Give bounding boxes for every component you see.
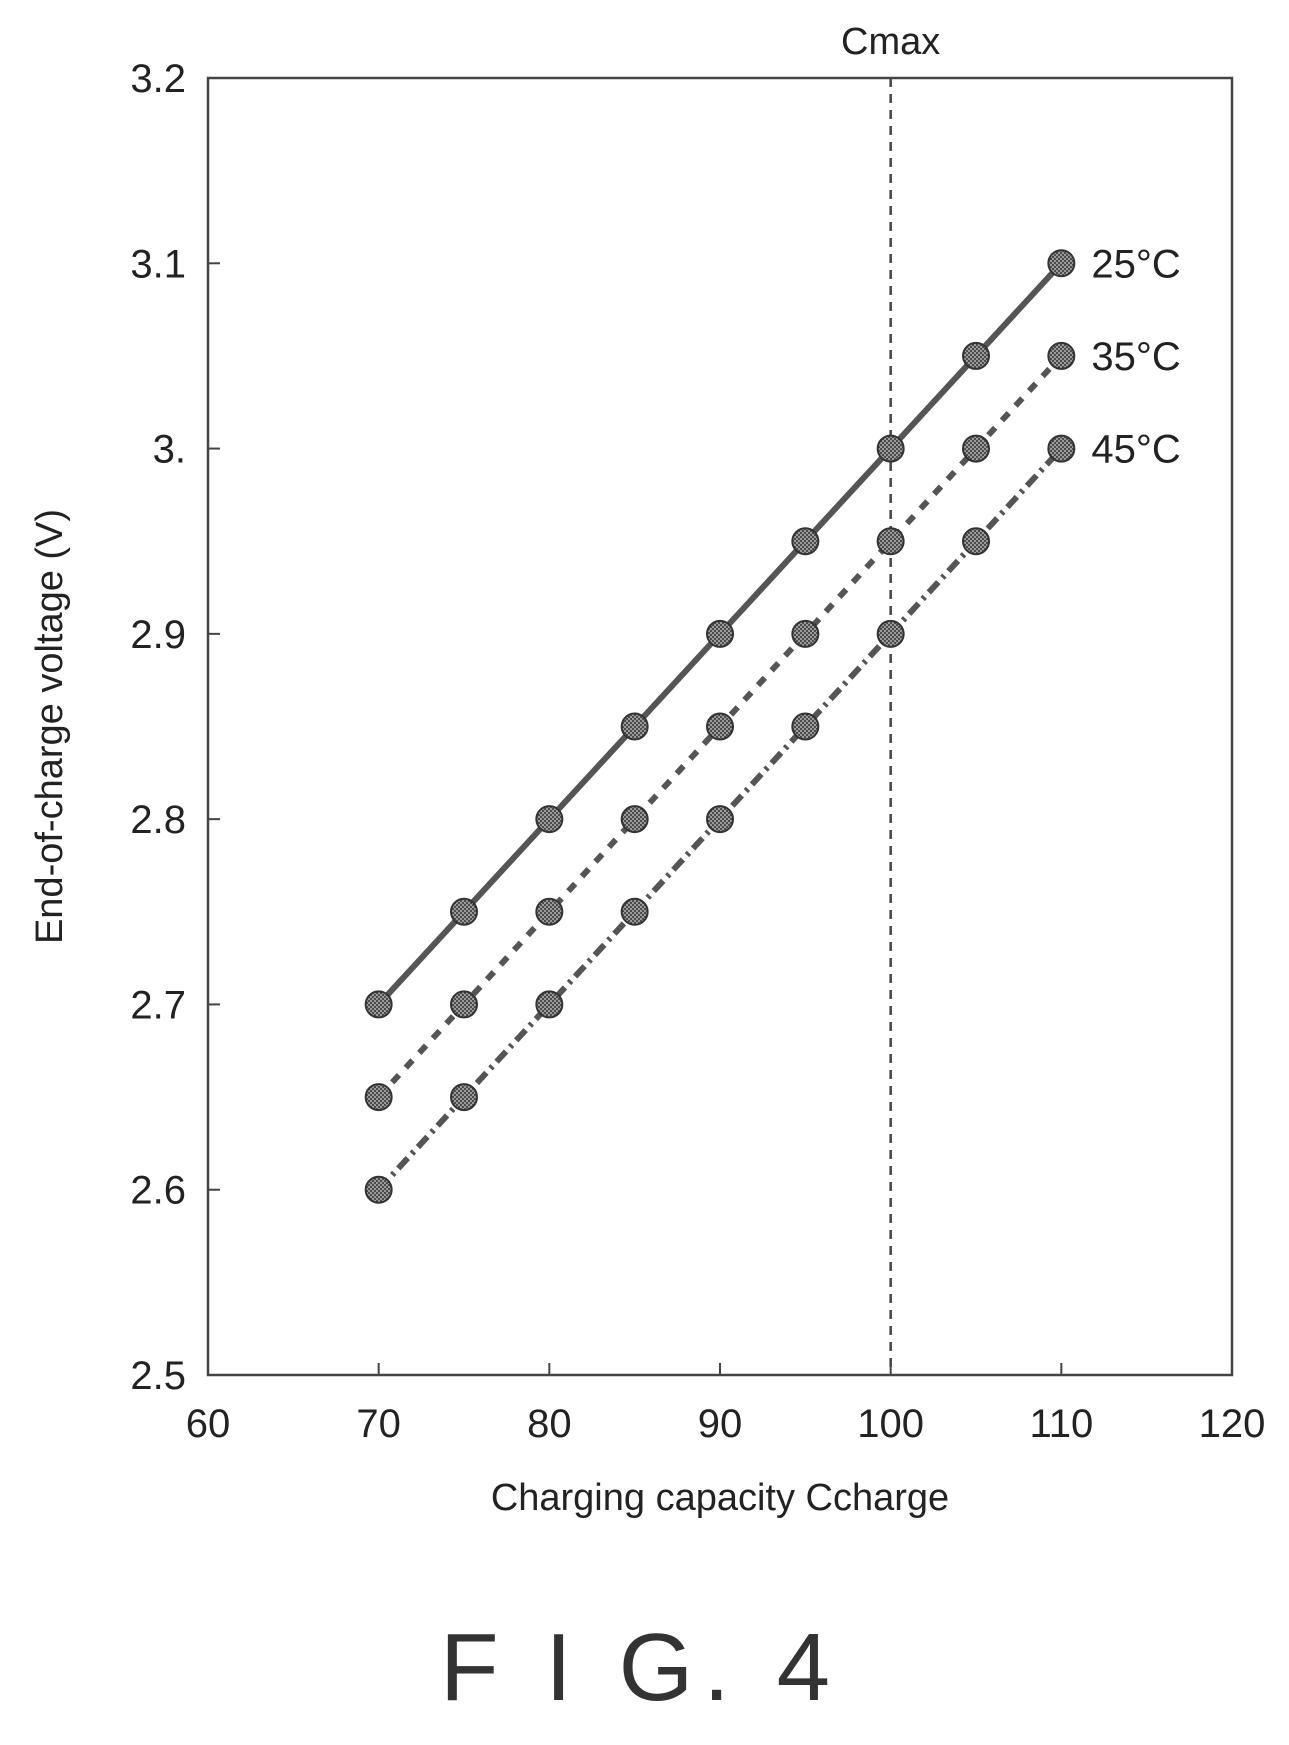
data-point <box>706 619 734 648</box>
y-tick-label: 3.1 <box>130 242 186 286</box>
data-point <box>450 897 478 926</box>
x-tick-label: 70 <box>356 1402 401 1446</box>
data-point <box>791 619 820 648</box>
y-axis-title: End-of-charge voltage (V) <box>29 509 71 944</box>
data-point <box>364 990 393 1019</box>
data-point <box>962 434 990 463</box>
data-point <box>876 527 905 556</box>
data-point <box>876 434 905 463</box>
series-layer: 25°C 35°C 45°C <box>364 242 1181 1204</box>
x-tick-label: 100 <box>857 1402 924 1446</box>
data-point <box>791 527 820 556</box>
y-tick-label: 2.9 <box>130 613 186 657</box>
y-tick-label: 2.6 <box>130 1169 186 1213</box>
x-tick-label: 120 <box>1199 1402 1266 1446</box>
data-point <box>535 897 564 926</box>
x-axis-title: Charging capacity Ccharge <box>491 1477 949 1519</box>
x-tick-label: 110 <box>1029 1402 1093 1446</box>
series-2: 35°C <box>364 335 1181 1112</box>
series-label: 45°C <box>1091 428 1180 472</box>
data-point <box>1047 434 1076 463</box>
data-point <box>791 712 820 741</box>
figure-caption: F I G. 4 <box>440 1614 840 1721</box>
data-point <box>535 990 564 1019</box>
series-label: 35°C <box>1091 335 1180 379</box>
y-tick-label: 3. <box>153 428 186 472</box>
data-point <box>1047 341 1076 370</box>
data-point <box>962 341 990 370</box>
y-tick-label: 2.8 <box>130 798 186 842</box>
series-3: 45°C <box>364 428 1181 1204</box>
data-point <box>620 712 649 741</box>
series-1: 25°C <box>364 242 1181 1019</box>
data-point <box>620 805 649 834</box>
data-point <box>706 712 734 741</box>
data-point <box>364 1175 393 1204</box>
data-point <box>620 897 649 926</box>
data-point <box>450 990 478 1019</box>
x-tick-label: 90 <box>698 1402 743 1446</box>
data-point <box>535 805 564 834</box>
x-tick-label: 80 <box>527 1402 572 1446</box>
data-point <box>450 1083 478 1112</box>
y-tick-label: 2.7 <box>130 983 186 1027</box>
data-point <box>1047 249 1076 278</box>
y-tick-label: 3.2 <box>130 57 186 101</box>
data-point <box>962 527 990 556</box>
tick-layer: 60 70 80 90 100 110 120 2.5 2.6 2.7 2.8 2.9 3. 3.1 3.2 <box>130 57 1265 1446</box>
y-tick-label: 2.5 <box>130 1354 186 1398</box>
data-point <box>706 805 734 834</box>
data-point <box>364 1083 393 1112</box>
series-label: 25°C <box>1091 242 1180 286</box>
x-tick-label: 60 <box>186 1402 231 1446</box>
data-point <box>876 619 905 648</box>
cmax-label: Cmax <box>841 21 940 63</box>
